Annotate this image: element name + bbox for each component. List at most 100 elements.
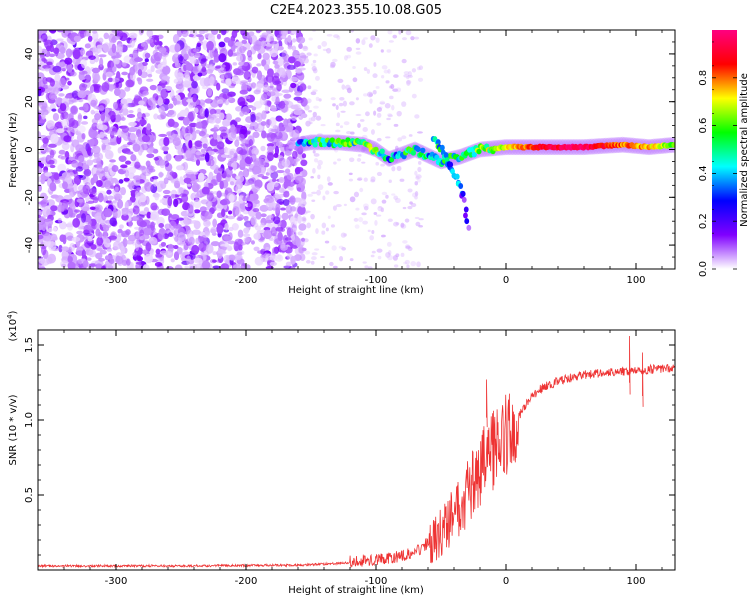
- noise-speckle: [287, 45, 293, 50]
- noise-speckle: [240, 143, 248, 147]
- noise-speckle: [232, 160, 237, 171]
- noise-speckle: [288, 227, 294, 236]
- noise-speckle: [297, 231, 303, 236]
- signal-blob: [312, 141, 318, 148]
- noise-speckle: [76, 230, 84, 235]
- noise-speckle: [301, 191, 307, 201]
- noise-speckle: [216, 82, 221, 91]
- noise-speckle: [275, 96, 280, 105]
- noise-speckle: [128, 219, 133, 228]
- noise-speckle: [281, 50, 288, 60]
- noise-speckle: [113, 57, 120, 65]
- noise-speckle: [113, 88, 121, 97]
- noise-speckle: [216, 99, 224, 105]
- noise-speckle: [195, 237, 201, 245]
- noise-speckle: [231, 223, 239, 231]
- sparse-speckle: [331, 245, 337, 251]
- sparse-speckle: [310, 213, 315, 220]
- noise-speckle: [265, 253, 274, 261]
- noise-speckle: [118, 46, 123, 56]
- sparse-speckle: [399, 178, 405, 182]
- noise-speckle: [108, 33, 116, 43]
- noise-speckle: [46, 154, 51, 162]
- noise-speckle: [81, 133, 86, 140]
- noise-speckle: [103, 32, 110, 40]
- noise-speckle: [190, 174, 197, 182]
- noise-speckle: [216, 33, 222, 40]
- noise-speckle: [197, 172, 205, 183]
- noise-speckle: [237, 65, 246, 72]
- sparse-speckle: [364, 265, 369, 269]
- noise-speckle: [59, 221, 67, 230]
- sparse-speckle: [375, 37, 380, 43]
- noise-speckle: [290, 255, 296, 265]
- snr-panel: -300 -200 -100 0 100 0.51.01.5 Height of str…: [6, 310, 676, 596]
- noise-speckle: [240, 30, 246, 36]
- y-tick-label: 40: [24, 48, 35, 61]
- sparse-speckle: [312, 111, 317, 118]
- colorbar-tick-label: 0.4: [698, 165, 709, 181]
- noise-speckle: [243, 236, 251, 243]
- noise-speckle: [158, 46, 167, 54]
- noise-speckle: [57, 217, 62, 223]
- sparse-speckle: [387, 255, 394, 261]
- noise-speckle: [68, 208, 74, 218]
- noise-speckle: [275, 226, 284, 232]
- noise-speckle: [40, 192, 47, 200]
- noise-speckle: [218, 53, 227, 63]
- noise-speckle: [105, 145, 112, 151]
- noise-speckle: [99, 219, 106, 226]
- sparse-speckle: [346, 46, 352, 52]
- noise-speckle: [231, 173, 237, 179]
- noise-speckle: [291, 115, 298, 121]
- noise-speckle: [270, 105, 277, 112]
- noise-speckle: [282, 198, 290, 206]
- noise-speckle: [266, 100, 272, 108]
- noise-speckle: [134, 241, 140, 252]
- noise-speckle: [111, 43, 117, 54]
- noise-speckle: [281, 71, 286, 79]
- noise-speckle: [235, 255, 242, 261]
- sparse-speckle: [361, 212, 367, 216]
- noise-speckle: [256, 63, 262, 67]
- noise-speckle: [272, 60, 279, 65]
- noise-speckle: [61, 142, 70, 151]
- sparse-speckle: [321, 41, 328, 47]
- noise-speckle: [218, 126, 228, 132]
- noise-speckle: [277, 46, 284, 51]
- sparse-speckle: [385, 80, 390, 84]
- noise-speckle: [277, 231, 283, 242]
- branch-blob: [458, 182, 464, 189]
- noise-speckle: [187, 204, 194, 214]
- noise-speckle: [116, 30, 124, 37]
- x-tick-label: 0: [503, 576, 509, 587]
- noise-speckle: [287, 56, 296, 64]
- sparse-speckle: [307, 85, 312, 90]
- sparse-speckle: [376, 122, 382, 126]
- noise-speckle: [157, 97, 164, 107]
- figure-title: C2E4.2023.355.10.08.G05: [270, 3, 442, 18]
- noise-speckle: [253, 166, 262, 175]
- noise-speckle: [38, 258, 46, 264]
- sparse-speckle: [326, 47, 331, 54]
- noise-speckle: [146, 153, 155, 159]
- sparse-speckle: [308, 37, 313, 41]
- noise-speckle: [253, 89, 261, 95]
- sparse-speckle: [406, 79, 412, 85]
- noise-speckle: [78, 99, 84, 103]
- noise-speckle: [57, 163, 67, 173]
- noise-speckle: [232, 206, 240, 216]
- noise-speckle: [133, 57, 143, 63]
- noise-speckle: [160, 241, 167, 247]
- sparse-speckle: [315, 75, 320, 81]
- noise-speckle: [248, 134, 254, 141]
- noise-speckle: [139, 210, 148, 215]
- noise-speckle: [107, 265, 114, 269]
- noise-speckle: [72, 218, 81, 228]
- noise-speckle: [101, 81, 110, 92]
- sparse-speckle: [325, 190, 330, 195]
- noise-speckle: [50, 133, 59, 144]
- sparse-speckle: [392, 34, 398, 39]
- branch-blob: [463, 206, 469, 213]
